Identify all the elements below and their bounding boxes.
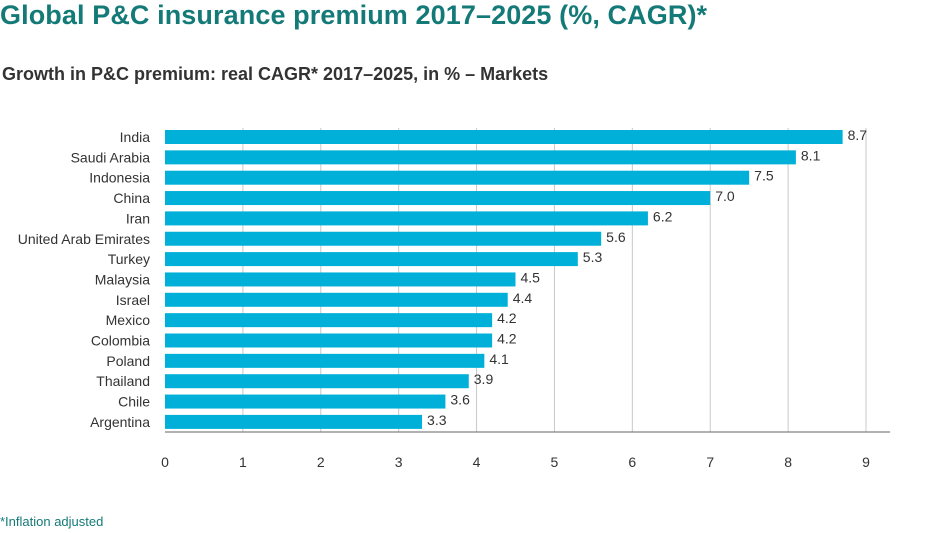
value-label: 5.6 <box>606 229 626 245</box>
value-label: 8.1 <box>801 147 821 163</box>
value-label: 6.2 <box>653 208 673 224</box>
x-tick-label: 2 <box>317 454 325 470</box>
category-label: Israel <box>116 292 150 308</box>
value-label: 5.3 <box>583 249 603 265</box>
bar <box>165 353 485 368</box>
value-label: 8.7 <box>848 127 868 143</box>
x-tick-label: 6 <box>628 454 636 470</box>
bar <box>165 231 602 246</box>
category-label: Poland <box>106 353 150 369</box>
bar <box>165 414 423 429</box>
value-label: 4.5 <box>521 269 541 285</box>
bar <box>165 374 469 389</box>
category-label: Colombia <box>91 333 150 349</box>
bar <box>165 313 493 328</box>
value-label: 3.6 <box>450 392 470 408</box>
category-label: Saudi Arabia <box>71 149 151 165</box>
bar <box>165 150 796 165</box>
category-label: Argentina <box>90 414 150 430</box>
chart-title: Global P&C insurance premium 2017–2025 (… <box>0 0 708 30</box>
chart-subtitle: Growth in P&C premium: real CAGR* 2017–2… <box>2 64 549 84</box>
bar <box>165 272 516 287</box>
x-tick-label: 0 <box>161 454 169 470</box>
value-label: 4.2 <box>497 331 517 347</box>
value-label: 3.9 <box>474 371 494 387</box>
x-tick-label: 4 <box>473 454 481 470</box>
bar <box>165 292 508 307</box>
bar <box>165 394 446 409</box>
bar <box>165 170 750 185</box>
x-tick-label: 7 <box>706 454 714 470</box>
bars <box>165 130 843 429</box>
value-labels: 8.78.17.57.06.25.65.34.54.44.24.24.13.93… <box>427 127 867 428</box>
value-label: 3.3 <box>427 412 447 428</box>
footnote: *Inflation adjusted <box>0 514 104 529</box>
category-label: Mexico <box>106 312 151 328</box>
category-label: United Arab Emirates <box>18 231 150 247</box>
bar <box>165 211 648 226</box>
value-label: 4.4 <box>513 290 533 306</box>
value-label: 7.0 <box>715 188 735 204</box>
category-label: Iran <box>126 210 150 226</box>
value-label: 7.5 <box>754 168 774 184</box>
category-label: Malaysia <box>95 271 150 287</box>
bar <box>165 130 843 144</box>
category-label: China <box>113 190 150 206</box>
category-label: Turkey <box>108 251 150 267</box>
x-tick-label: 8 <box>784 454 792 470</box>
bar <box>165 191 711 206</box>
x-tick-label: 9 <box>862 454 870 470</box>
x-tick-label: 1 <box>239 454 247 470</box>
value-label: 4.2 <box>497 310 517 326</box>
category-label: India <box>120 129 151 145</box>
value-label: 4.1 <box>489 351 509 367</box>
category-label: Thailand <box>96 373 150 389</box>
category-label: Chile <box>118 394 150 410</box>
bar <box>165 333 493 348</box>
category-labels: India Saudi Arabia Indonesia China Iran Unite… <box>18 129 151 430</box>
x-tick-label: 3 <box>395 454 403 470</box>
x-axis: 0 1 2 3 4 5 6 7 8 9 <box>161 431 890 470</box>
category-label: Indonesia <box>89 170 150 186</box>
x-tick-label: 5 <box>551 454 559 470</box>
bar <box>165 252 578 267</box>
